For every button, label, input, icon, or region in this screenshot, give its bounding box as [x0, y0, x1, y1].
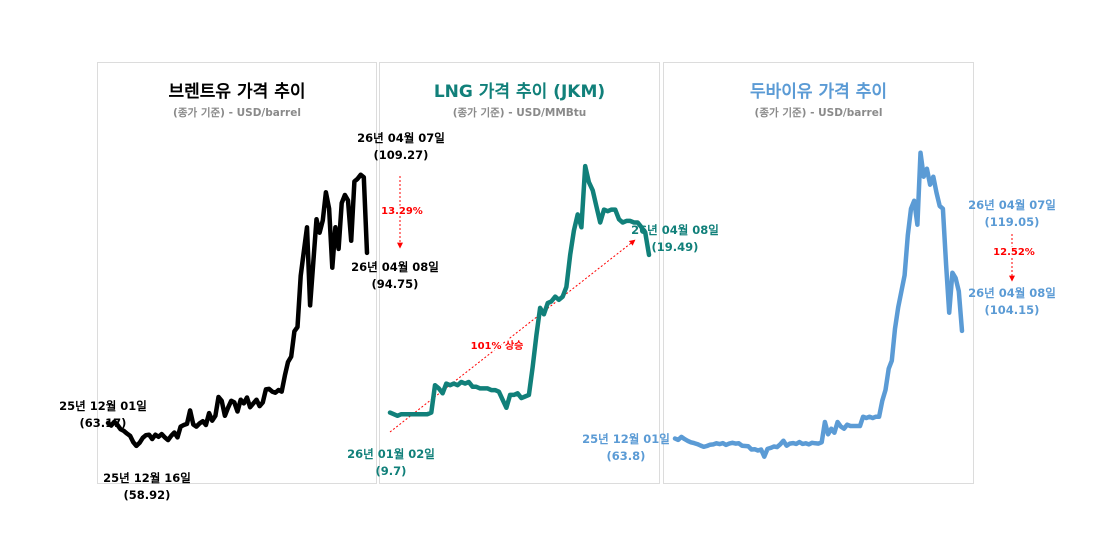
dubai-annotation-date: 25년 12월 01일: [582, 432, 670, 446]
brent-annotation-date: 26년 04월 07일: [357, 131, 445, 145]
lng-chart-subtitle: (종가 기준) - USD/MMBtu: [452, 107, 587, 119]
lng-annotation-value: (9.7): [376, 464, 407, 478]
dubai-chart-panel: 두바이유 가격 추이 (종가 기준) - USD/barrel: [663, 62, 974, 484]
lng-series-line: [387, 163, 652, 419]
brent-annotation-value: (58.92): [124, 488, 171, 502]
lng-annotation-value: (19.49): [652, 240, 699, 254]
brent-annotation-date: 25년 12월 01일: [59, 399, 147, 413]
dubai-annotation-value: (63.8): [607, 449, 646, 463]
dubai-change-label: 12.52%: [993, 247, 1035, 258]
lng-annotation-date: 26년 01월 02일: [347, 447, 435, 461]
brent-annotation-value: (94.75): [372, 277, 419, 291]
dubai-annotation-value: (119.05): [985, 215, 1040, 229]
brent-chart-subtitle: (종가 기준) - USD/barrel: [173, 107, 301, 119]
brent-annotation-value: (63.17): [80, 416, 127, 430]
dubai-chart-subtitle: (종가 기준) - USD/barrel: [754, 107, 883, 119]
dubai-annotation-value: (104.15): [985, 303, 1040, 317]
lng-chart-title: LNG 가격 추이 (JKM): [433, 82, 606, 102]
brent-series-line: [105, 172, 370, 449]
lng-change-label: 101% 상승: [471, 339, 524, 352]
dubai-annotation-date: 26년 04월 08일: [968, 286, 1056, 300]
brent-annotation-date: 25년 12월 16일: [103, 471, 191, 485]
brent-annotation-date: 26년 04월 08일: [351, 260, 439, 274]
brent-chart-title: 브렌트유 가격 추이: [168, 82, 306, 102]
brent-change-label: 13.29%: [381, 206, 423, 217]
dubai-series-line: [672, 150, 965, 459]
dubai-annotation-date: 26년 04월 07일: [968, 198, 1056, 212]
lng-annotation-date: 26년 04월 08일: [631, 223, 719, 237]
brent-annotation-value: (109.27): [374, 148, 429, 162]
dubai-chart-title: 두바이유 가격 추이: [750, 82, 887, 102]
